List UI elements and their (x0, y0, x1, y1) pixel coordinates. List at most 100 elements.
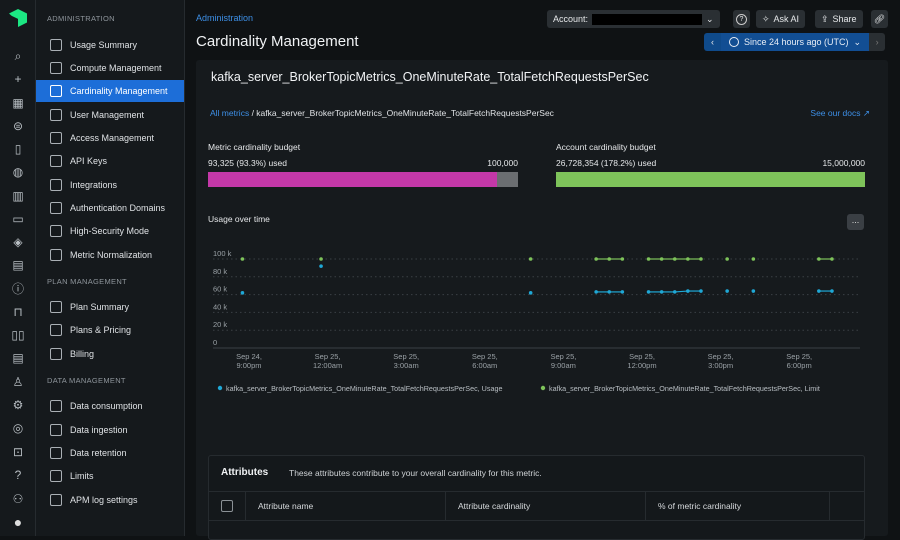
chart-more-button[interactable]: ... (847, 214, 864, 230)
nav-item-plans-pricing[interactable]: Plans & Pricing (36, 319, 184, 341)
metric-breadcrumb: All metrics / kafka_server_BrokerTopicMe… (210, 108, 554, 118)
lock-badge-icon[interactable]: ⊡ (12, 445, 24, 459)
data-point (751, 289, 756, 293)
nav-item-plan-summary[interactable]: Plan Summary (36, 296, 184, 318)
nav-item-data-consumption[interactable]: Data consumption (36, 395, 184, 417)
time-prev-button[interactable]: ‹ (704, 33, 721, 51)
time-next-button[interactable]: › (869, 33, 886, 51)
nav-item-integrations[interactable]: Integrations (36, 174, 184, 196)
legend-label: kafka_server_BrokerTopicMetrics_OneMinut… (549, 384, 820, 393)
nav-item-cardinality-management[interactable]: Cardinality Management (36, 80, 184, 102)
nav-item-compute-management[interactable]: Compute Management (36, 57, 184, 79)
data-point (817, 257, 821, 261)
nav-item-high-security-mode[interactable]: High-Security Mode (36, 220, 184, 242)
data-point (319, 257, 323, 261)
account-name-redacted (592, 13, 703, 25)
nav-item-user-management[interactable]: User Management (36, 104, 184, 126)
nav-item-data-ingestion[interactable]: Data ingestion (36, 419, 184, 441)
robot-icon[interactable]: ♙ (12, 375, 24, 389)
data-point (607, 290, 612, 294)
alert-icon[interactable]: ⓘ (11, 282, 24, 296)
dashboard-icon[interactable]: ▤ (12, 258, 24, 272)
nav-item-api-keys[interactable]: API Keys (36, 150, 184, 172)
chevron-down-icon: ⌄ (706, 13, 714, 24)
mobile-icon[interactable]: ▯ (14, 142, 22, 156)
inbox-icon[interactable]: ⊓ (13, 305, 23, 319)
sparkle-icon: ✧ (762, 13, 770, 24)
nav-item-limits[interactable]: Limits (36, 465, 184, 487)
column-attribute-cardinality[interactable]: Attribute cardinality (446, 492, 646, 520)
help-button[interactable]: ? (733, 10, 750, 28)
compute-management-icon (50, 62, 62, 74)
account-selector[interactable]: Account: ⌄ (547, 10, 720, 28)
search-icon[interactable]: ⌕ (14, 49, 22, 63)
external-link-icon: ↗ (862, 108, 870, 118)
apps-icon[interactable]: ▦ (12, 96, 24, 110)
columns-icon[interactable]: ▯▯ (11, 328, 25, 342)
data-point (620, 290, 625, 294)
browser-icon[interactable]: ▭ (12, 212, 24, 226)
nav-item-billing[interactable]: Billing (36, 343, 184, 365)
x-tick-label: 6:00pm (787, 361, 812, 370)
add-user-icon[interactable]: ⚇ (12, 492, 24, 506)
entities-icon[interactable]: ⊜ (12, 119, 24, 133)
nav-item-access-management[interactable]: Access Management (36, 127, 184, 149)
ask-ai-button[interactable]: ✧ Ask AI (756, 10, 806, 28)
y-tick-label: 80 k (213, 267, 227, 276)
nav-item-label: Data consumption (70, 401, 143, 411)
nav-item-label: Limits (70, 471, 94, 481)
nav-item-data-retention[interactable]: Data retention (36, 442, 184, 464)
page-title: Cardinality Management (196, 33, 359, 50)
globe-icon[interactable]: ◍ (12, 165, 24, 179)
nav-item-usage-summary[interactable]: Usage Summary (36, 34, 184, 56)
nav-item-label: User Management (70, 110, 145, 120)
x-tick-label: 3:00pm (708, 361, 733, 370)
account-label: Account: (553, 14, 589, 24)
y-tick-label: 0 (213, 338, 217, 347)
nav-item-label: Plan Summary (70, 302, 130, 312)
data-ingestion-icon (50, 424, 62, 436)
select-all-checkbox[interactable] (221, 500, 233, 512)
help-icon[interactable]: ? (14, 468, 22, 482)
authentication-domains-icon (50, 202, 62, 214)
breadcrumb-administration[interactable]: Administration (196, 13, 254, 23)
nav-section-title: PLAN MANAGEMENT (47, 277, 127, 286)
see-docs-link[interactable]: See our docs ↗ (810, 108, 870, 119)
account-budget-limit: 15,000,000 (822, 158, 865, 168)
data-point (594, 257, 598, 261)
nav-item-authentication-domains[interactable]: Authentication Domains (36, 197, 184, 219)
account-budget-used: 26,728,354 (178.2%) used (556, 158, 657, 168)
integrations-icon (50, 179, 62, 191)
nav-item-apm-log-settings[interactable]: APM log settings (36, 489, 184, 511)
docs-label: See our docs (810, 108, 861, 118)
copy-link-button[interactable]: 🔗︎ (871, 10, 888, 28)
nav-item-label: Billing (70, 349, 95, 359)
api-keys-icon (50, 155, 62, 167)
column-attribute-name[interactable]: Attribute name (246, 492, 446, 520)
nav-item-label: Cardinality Management (70, 86, 168, 96)
layers-icon[interactable]: ◈ (13, 235, 23, 249)
gear-badge-icon[interactable]: ⚙ (12, 398, 24, 412)
time-range-button[interactable]: Since 24 hours ago (UTC) ⌄ (721, 33, 870, 51)
column-percent-metric-cardinality[interactable]: % of metric cardinality (646, 492, 830, 520)
nav-item-label: Metric Normalization (70, 250, 153, 260)
legend-swatch (540, 385, 546, 391)
all-metrics-link[interactable]: All metrics (210, 108, 250, 118)
plans-pricing-icon (50, 324, 62, 336)
admin-sidebar: ADMINISTRATION Usage Summary Compute Manag… (36, 0, 185, 536)
chart-icon[interactable]: ▥ (12, 189, 24, 203)
x-tick-label: 12:00am (313, 361, 342, 370)
data-consumption-icon (50, 400, 62, 412)
avatar-icon[interactable]: ● (13, 514, 23, 530)
nav-section-title: DATA MANAGEMENT (47, 376, 126, 385)
data-point (699, 289, 703, 293)
data-point (607, 257, 612, 261)
plus-icon[interactable]: + (14, 72, 22, 86)
nav-item-metric-normalization[interactable]: Metric Normalization (36, 244, 184, 266)
metric-name-heading: kafka_server_BrokerTopicMetrics_OneMinut… (211, 70, 649, 84)
target-icon[interactable]: ◎ (12, 421, 24, 435)
share-button[interactable]: ⇪ Share (815, 10, 863, 28)
select-all-cell (209, 492, 246, 520)
document-icon[interactable]: ▤ (12, 351, 24, 365)
x-tick-label: 12:00pm (627, 361, 656, 370)
